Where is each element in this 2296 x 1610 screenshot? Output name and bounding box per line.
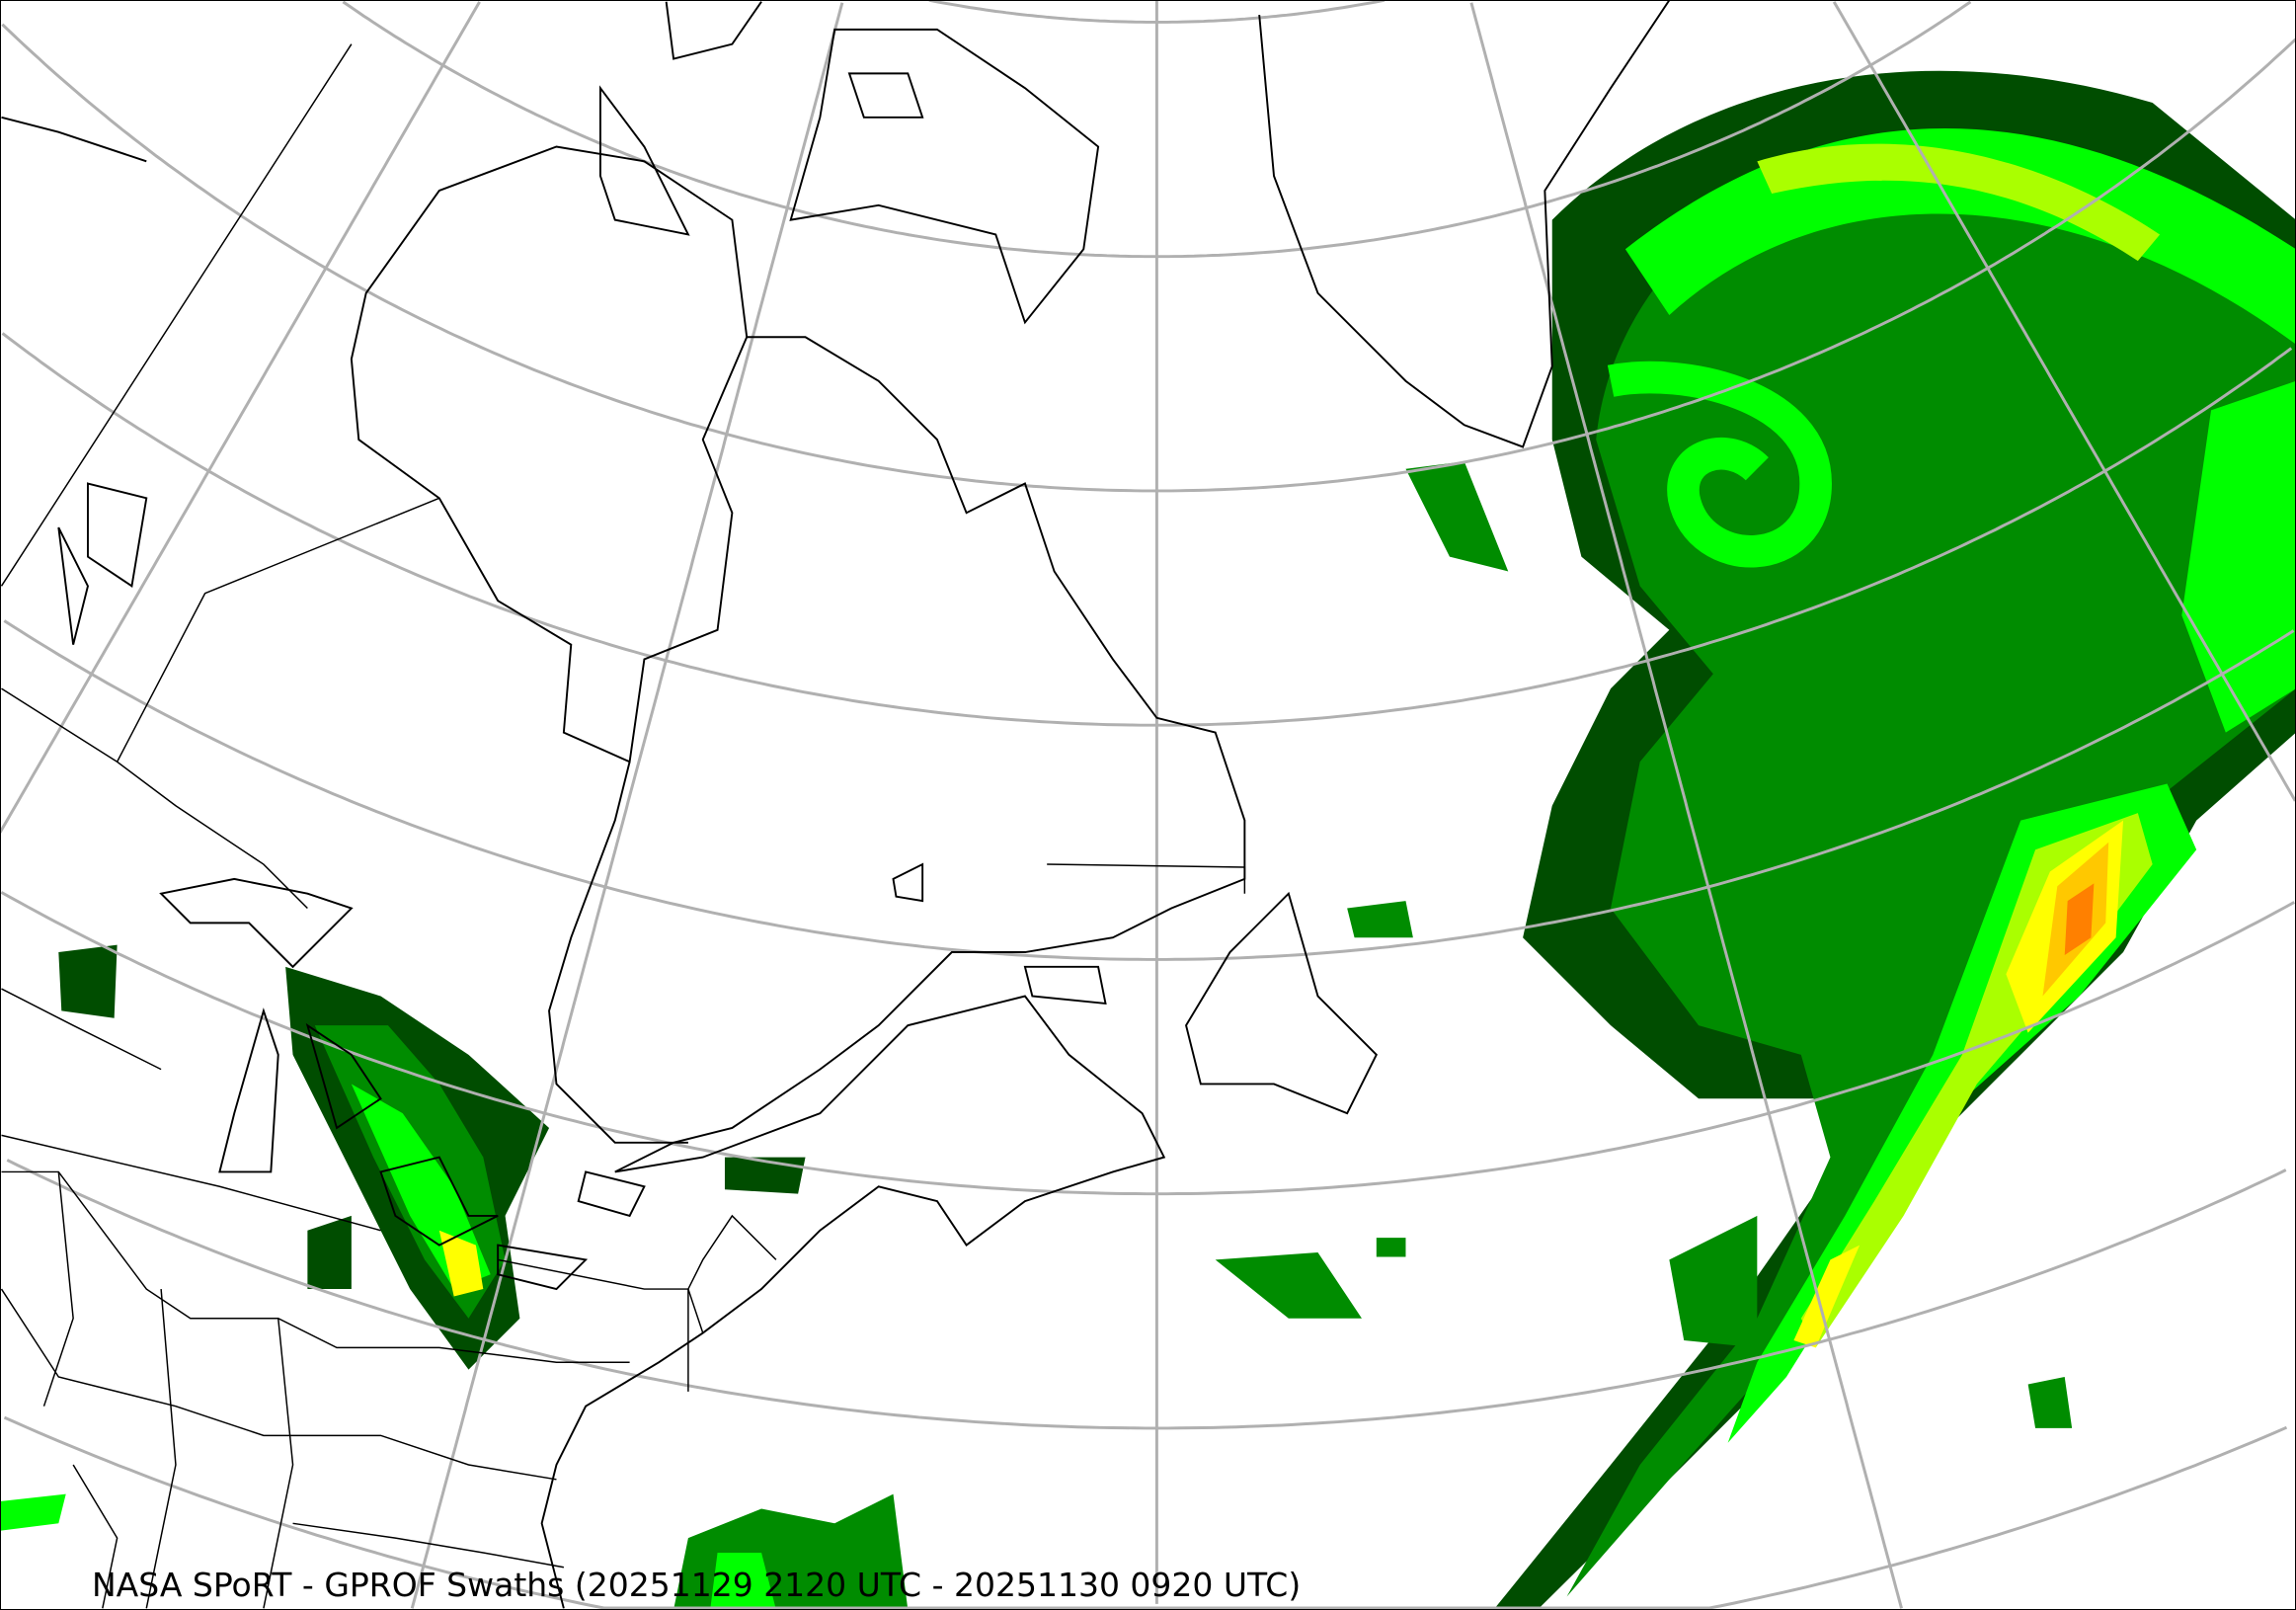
- quebec-interior-coast: [548, 762, 688, 1144]
- precip-east-bright: [2181, 380, 2296, 733]
- latitude-line: [0, 891, 2295, 1196]
- labrador-coast: [614, 336, 1246, 1173]
- map-caption: NASA SPoRT - GPROF Swaths (20251129 2120…: [92, 1566, 1302, 1604]
- precip-southwest: [0, 1493, 66, 1531]
- state-borders: [0, 1170, 689, 1609]
- great-lakes: [159, 877, 646, 1291]
- arctic-islands: [1, 1, 1100, 645]
- precipitation-layer: [0, 70, 2296, 1610]
- precip-storm-moderate: [1566, 131, 2296, 1597]
- longitude-line: [1832, 1, 2296, 802]
- longitude-line: [410, 2, 844, 1609]
- precip-band-yellowgreen: [1757, 143, 2161, 262]
- hudson-bay-coast: [350, 145, 749, 764]
- precip-spiral-bright: [1607, 361, 1832, 568]
- precip-yellow: [1793, 820, 2124, 1348]
- precip-greatlakes-yellow: [438, 1230, 484, 1297]
- latitude-line: [1, 332, 2293, 727]
- province-border: [0, 43, 1246, 910]
- latitude-line: [6, 1159, 2287, 1430]
- longitude-line: [1469, 2, 1903, 1609]
- precip-bottom-bright: [710, 1552, 776, 1610]
- latitude-line: [1, 23, 2296, 493]
- newfoundland-coast: [1185, 891, 1378, 1115]
- coastlines: [1, 0, 1671, 1609]
- latitude-line: [3, 1415, 2288, 1610]
- greenland-coast: [1258, 0, 1671, 448]
- maritimes-coast: [540, 995, 1166, 1609]
- latitude-line: [3, 619, 2295, 961]
- lake-mistassini: [892, 862, 1107, 1006]
- precip-orange: [2064, 883, 2095, 955]
- longitude-line: [0, 1, 481, 834]
- us-canada-border: [1, 988, 777, 1333]
- political-borders: [0, 43, 1246, 1609]
